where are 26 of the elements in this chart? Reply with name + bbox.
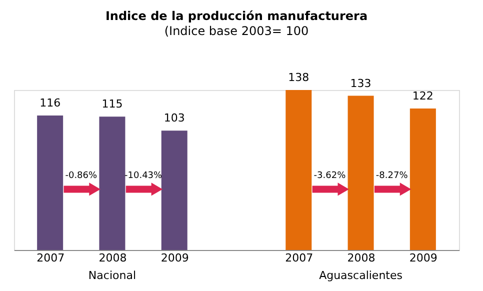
bar: [286, 90, 312, 250]
bar: [99, 116, 126, 250]
x-tick-label: 2008: [98, 252, 127, 264]
bar: [37, 116, 64, 250]
x-tick-label: 2007: [36, 252, 65, 264]
x-tick-label: 2008: [347, 252, 376, 264]
bar: [348, 96, 374, 250]
data-label: 115: [102, 98, 123, 111]
annotation: -8.27%: [376, 171, 408, 182]
chart-title: Indice de la producción manufacturera: [105, 9, 368, 23]
x-tick-label: 2009: [409, 252, 438, 264]
x-tick-label: 2009: [160, 252, 189, 264]
data-label: 133: [350, 76, 372, 90]
annotation: -3.62%: [314, 171, 346, 182]
x-tick-label: 2007: [285, 252, 314, 264]
bar: [161, 130, 188, 250]
annotation: -10.43%: [124, 171, 163, 182]
annotation: -0.86%: [65, 171, 98, 182]
chart-subtitle: (Indice base 2003= 100: [164, 24, 309, 38]
bar: [410, 108, 436, 250]
data-label: 103: [164, 112, 185, 125]
data-label: 122: [412, 90, 434, 103]
data-label: 138: [288, 71, 310, 84]
text: Aguascalientes: [319, 269, 403, 282]
data-label: 116: [40, 96, 61, 110]
text: Nacional: [88, 269, 136, 282]
